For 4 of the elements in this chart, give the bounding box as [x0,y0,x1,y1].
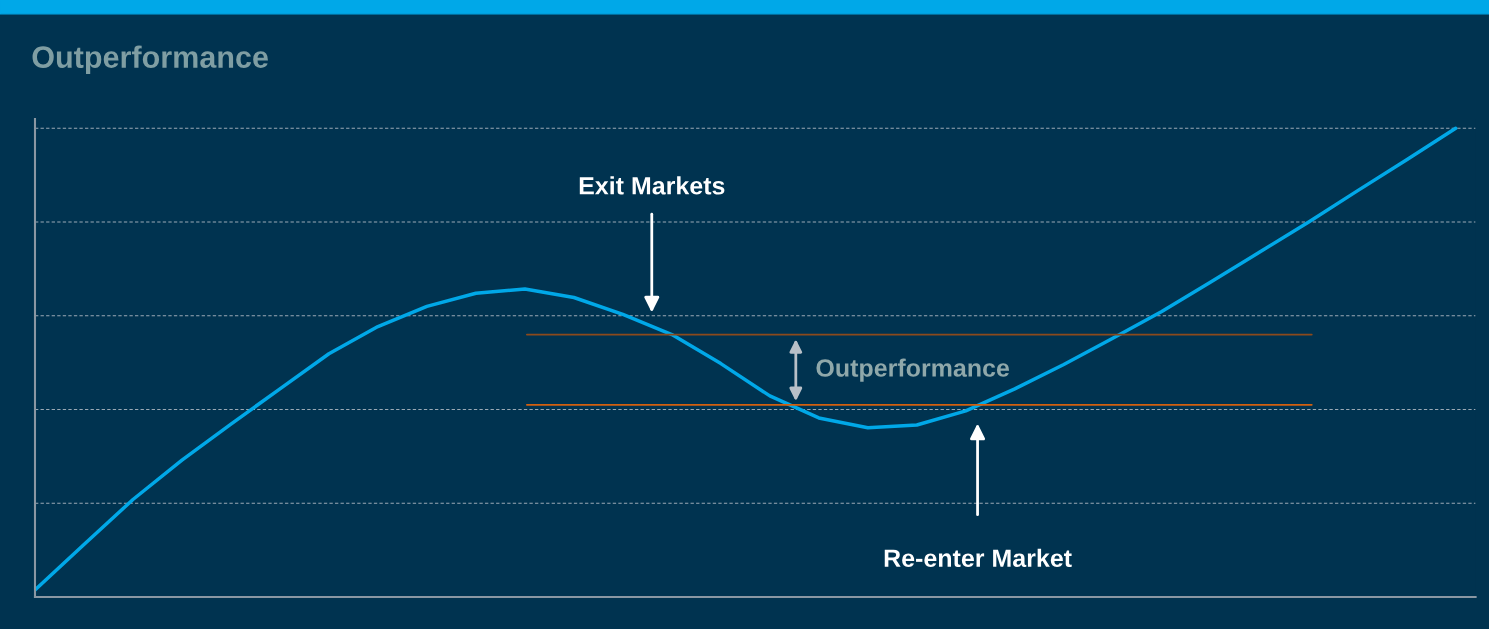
chart-title: Outperformance [32,45,268,74]
annotation: Outperformance [816,358,1010,382]
annotation: Re-enter Market [884,548,1072,568]
annotation: Exit Markets [579,176,725,195]
